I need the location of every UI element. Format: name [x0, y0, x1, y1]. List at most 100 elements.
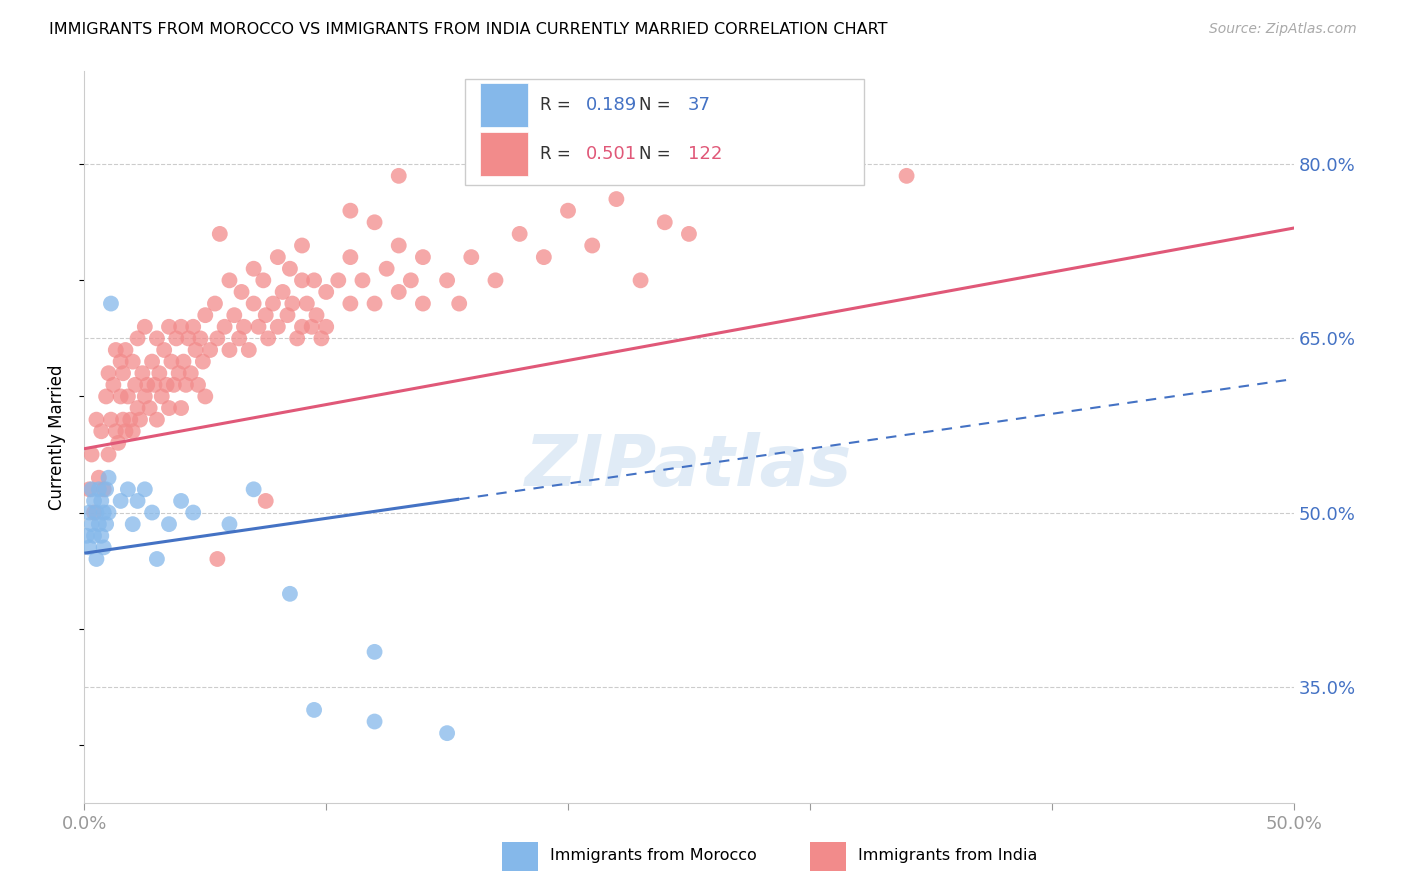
Point [363, 296, 385, 310]
Point [167, 366, 190, 380]
Point [184, 343, 207, 357]
Point [94, 483, 117, 497]
Point [254, 308, 277, 322]
Point [157, 401, 180, 415]
FancyBboxPatch shape [502, 841, 538, 871]
Point [160, 354, 183, 368]
Point [76, 529, 98, 543]
Point [302, 273, 325, 287]
Point [131, 366, 153, 380]
Point [157, 319, 180, 334]
Text: N =: N = [640, 96, 676, 114]
Point [305, 308, 328, 322]
Point [484, 273, 506, 287]
Point [291, 319, 314, 334]
Point [328, 273, 350, 287]
Point [83, 494, 105, 508]
Point [630, 273, 652, 287]
Point [295, 296, 318, 310]
Point [242, 296, 264, 310]
Point [77, 541, 100, 555]
Point [117, 389, 139, 403]
Point [138, 401, 160, 415]
Point [208, 227, 231, 241]
Point [449, 296, 471, 310]
Point [173, 354, 195, 368]
Point [94, 389, 117, 403]
Point [153, 343, 176, 357]
Point [146, 552, 169, 566]
FancyBboxPatch shape [810, 841, 846, 871]
Point [412, 296, 434, 310]
Text: 0.501: 0.501 [586, 145, 637, 163]
Point [86, 552, 108, 566]
Point [110, 389, 132, 403]
Point [174, 377, 197, 392]
Point [146, 412, 169, 426]
Text: Immigrants from Morocco: Immigrants from Morocco [550, 848, 756, 863]
Point [231, 285, 253, 299]
Point [104, 343, 127, 357]
Text: 122: 122 [688, 145, 723, 163]
Point [204, 296, 226, 310]
Point [247, 319, 270, 334]
Point [107, 436, 129, 450]
Point [181, 319, 204, 334]
Point [86, 506, 108, 520]
Point [136, 377, 159, 392]
Point [80, 483, 103, 497]
FancyBboxPatch shape [465, 78, 865, 185]
Point [103, 377, 125, 392]
Point [93, 541, 115, 555]
Point [194, 308, 217, 322]
Point [121, 517, 143, 532]
Point [129, 412, 152, 426]
Point [97, 506, 120, 520]
Point [218, 517, 240, 532]
Point [896, 169, 918, 183]
Point [163, 377, 186, 392]
Point [281, 296, 304, 310]
Point [134, 389, 156, 403]
Point [100, 296, 122, 310]
FancyBboxPatch shape [479, 132, 529, 176]
Point [83, 529, 105, 543]
Text: IMMIGRANTS FROM MOROCCO VS IMMIGRANTS FROM INDIA CURRENTLY MARRIED CORRELATION C: IMMIGRANTS FROM MOROCCO VS IMMIGRANTS FR… [49, 22, 887, 37]
Point [86, 412, 108, 426]
Point [90, 424, 112, 438]
Point [218, 273, 240, 287]
Text: Source: ZipAtlas.com: Source: ZipAtlas.com [1209, 22, 1357, 37]
Point [339, 203, 361, 218]
Point [97, 448, 120, 462]
Point [181, 506, 204, 520]
Point [155, 377, 177, 392]
Point [257, 331, 280, 345]
Point [134, 319, 156, 334]
Point [233, 319, 256, 334]
Point [112, 366, 135, 380]
Point [93, 506, 115, 520]
Point [678, 227, 700, 241]
Point [363, 714, 385, 729]
Point [224, 308, 246, 322]
Point [110, 494, 132, 508]
Point [190, 331, 212, 345]
Point [114, 424, 136, 438]
Point [87, 517, 110, 532]
Point [315, 285, 337, 299]
Point [112, 412, 135, 426]
Point [352, 273, 374, 287]
Point [110, 354, 132, 368]
Point [143, 377, 166, 392]
Point [141, 506, 163, 520]
Text: Immigrants from India: Immigrants from India [858, 848, 1038, 863]
Point [104, 424, 127, 438]
Point [267, 250, 290, 264]
Point [218, 343, 240, 357]
Point [120, 412, 142, 426]
Point [388, 169, 411, 183]
Point [460, 250, 482, 264]
Point [242, 261, 264, 276]
Point [276, 308, 298, 322]
Point [278, 587, 301, 601]
